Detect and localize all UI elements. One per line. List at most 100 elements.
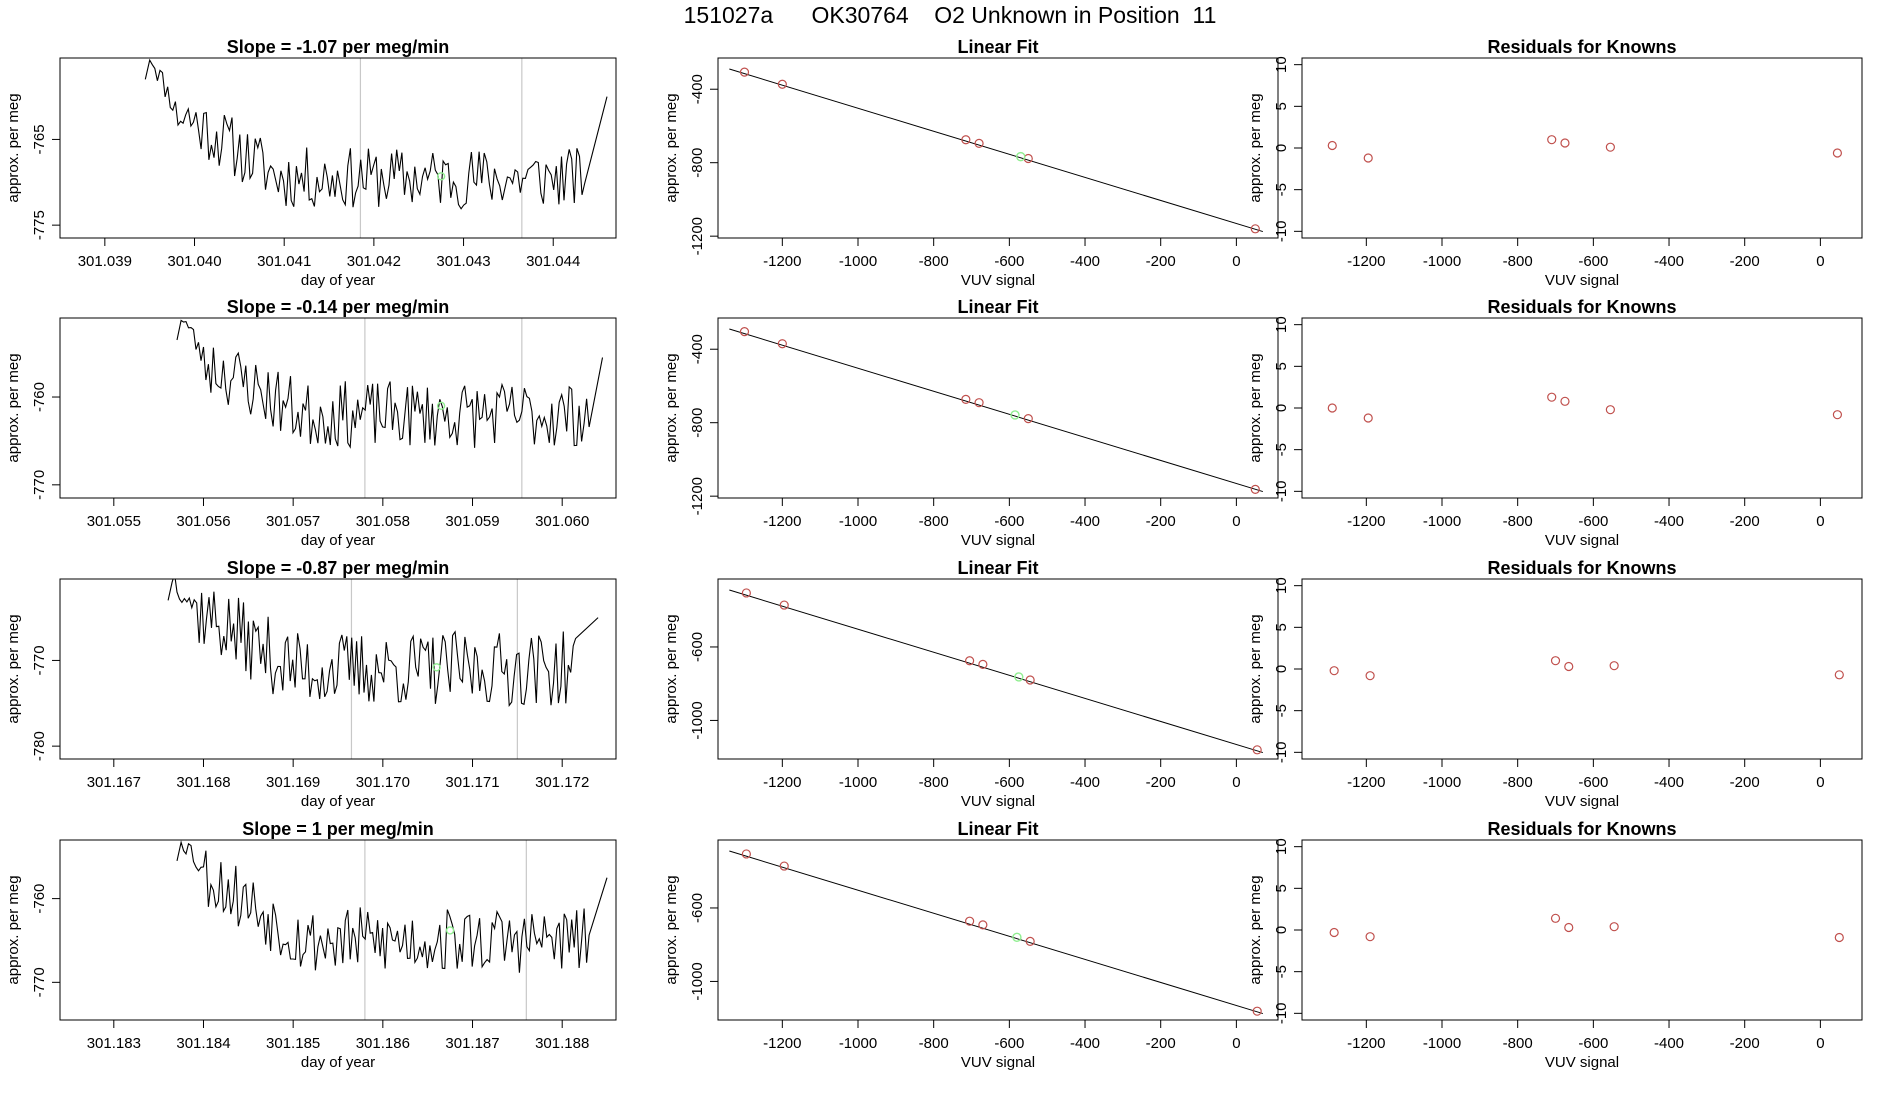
panel-3-1-xlabel: day of year [301,793,375,810]
panel-4-2-known-point-1 [741,849,751,859]
panel-2-1-ylabel: approx. per meg [5,353,22,462]
panel-4-3-ytick-label-4: -5 [1273,965,1290,978]
panel-2-2-ytick-label-2: -800 [689,408,706,438]
panel-3-1-xtick-label-6: 301.172 [535,774,589,791]
panel-1-2-known-point-4 [974,138,984,149]
panel-4-1-title: Slope = 1 per meg/min [242,819,434,839]
panel-3-2-known-point-4 [978,659,988,670]
panel-4-1-xtick-label-6: 301.188 [535,1035,589,1052]
panel-4-2-xlabel: VUV signal [961,1054,1035,1071]
panel-4-3-xtick-label-3: -800 [1503,1035,1533,1052]
panel-2-1-ytick-label-2: -770 [31,470,48,500]
panel-1-2-ylabel: approx. per meg [663,93,680,202]
page-title: 151027a OK30764 O2 Unknown in Position 1… [683,2,1217,28]
panel-2-3-known-point-2 [1363,413,1373,423]
panel-3-3-known-point-4 [1564,661,1574,672]
panel-2-3-ytick-label-4: -5 [1273,443,1290,456]
panel-3-3-frame [1301,578,1863,760]
panel-4-2-title: Linear Fit [957,819,1038,839]
panel-4-3-ylabel: approx. per meg [1247,875,1264,984]
panel-2-3-xtick-label-3: -800 [1503,513,1533,530]
panel-1-1-ytick-label-2: -775 [31,210,48,240]
panel-3-1-ytick-label-2: -780 [31,731,48,761]
panel-4-2-known-point-3 [965,916,975,926]
panel-1-1-ylabel: approx. per meg [5,93,22,202]
panel-1-3-xtick-label-4: -600 [1578,253,1608,270]
panel-1-3-xtick-label-5: -400 [1654,253,1684,270]
panel-4-3-xtick-label-5: -400 [1654,1035,1684,1052]
panel-2-3-ytick-label-2: 5 [1273,362,1290,370]
panel-1-2-xtick-label-2: -1000 [839,253,877,270]
panel-3-3-known-point-6 [1834,670,1844,680]
panel-2-3-title: Residuals for Knowns [1487,297,1676,317]
panel-2-1-ytick-label-1: -760 [31,382,48,412]
panel-4-2-ylabel: approx. per meg [663,875,680,984]
panel-2-2-fit-line [729,328,1264,493]
panel-2-3-ylabel: approx. per meg [1247,353,1264,462]
panel-2-1-data-trace [176,319,604,449]
panel-4-1-ylabel: approx. per meg [5,875,22,984]
panel-3-3-xtick-label-1: -1200 [1347,774,1385,791]
panel-3-3-known-point-2 [1365,671,1375,681]
panel-3-1-ytick-label-1: -770 [31,645,48,675]
panel-1-3-xtick-label-3: -800 [1503,253,1533,270]
panel-1-2-unknown-point [1016,151,1026,162]
panel-2-3-xtick-label-4: -600 [1578,513,1608,530]
panel-4-3-xtick-label-4: -600 [1578,1035,1608,1052]
panel-1-3-ytick-label-3: 0 [1273,144,1290,152]
panel-2-1-xtick-label-5: 301.059 [445,513,499,530]
panel-3-2-ylabel: approx. per meg [663,614,680,723]
panel-2-3-xtick-label-5: -400 [1654,513,1684,530]
panel-3-2-known-point-1 [741,588,751,598]
panel-3-1-unknown-point [432,663,441,672]
panel-4-1-xtick-label-5: 301.187 [445,1035,499,1052]
panel-2-1-frame [59,317,617,499]
panel-1-2-known-point-1 [739,67,750,77]
panel-3-1-xtick-label-5: 301.171 [445,774,499,791]
panel-4-2-xtick-label-6: -200 [1146,1035,1176,1052]
panel-1-3-known-point-5 [1605,142,1615,152]
panel-3-2-ytick-label-1: -600 [689,632,706,662]
panel-1-2-xtick-label-5: -400 [1070,253,1100,270]
panel-4-3-known-point-4 [1564,922,1574,933]
panel-1-3-xtick-label-7: 0 [1816,253,1824,270]
panel-3-2-known-point-6 [1252,745,1262,755]
panel-2-2-xlabel: VUV signal [961,532,1035,549]
panel-2-3-xtick-label-1: -1200 [1347,513,1385,530]
panel-2-2-known-point-1 [739,326,750,337]
panel-1-1-xtick-label-1: 301.039 [78,253,132,270]
panel-2-1-xtick-label-4: 301.058 [356,513,410,530]
panel-1-1-unknown-point [436,172,446,181]
panel-2-1-xtick-label-6: 301.060 [535,513,589,530]
panel-3-3-ytick-label-5: -10 [1273,741,1290,763]
panel-2-3-known-point-3 [1547,392,1557,402]
panel-1-3-known-point-1 [1327,140,1337,151]
panel-2-2-unknown-point [1010,410,1020,420]
panel-2-2-ytick-label-1: -400 [689,334,706,364]
panel-4-2-unknown-point [1012,932,1022,943]
panel-2-2-xtick-label-1: -1200 [763,513,801,530]
panel-3-3-xtick-label-6: -200 [1730,774,1760,791]
panel-3-2-fit-line [729,589,1264,754]
panel-2-2-known-point-5 [1023,414,1033,424]
panel-1-1-xlabel: day of year [301,272,375,289]
panel-2-1-unknown-point [436,401,446,411]
panel-1-2-xtick-label-3: -800 [919,253,949,270]
panel-4-2-xtick-label-3: -800 [919,1035,949,1052]
panel-3-3-known-point-1 [1329,666,1339,676]
panel-1-3-ytick-label-4: -5 [1273,183,1290,196]
panel-3-2-frame [717,578,1279,760]
panel-2-2-known-point-2 [777,339,787,349]
panel-4-3-xtick-label-6: -200 [1730,1035,1760,1052]
panel-4-3-ytick-label-5: -10 [1273,1002,1290,1024]
panel-2-1-title: Slope = -0.14 per meg/min [227,297,450,317]
panel-1-2-xtick-label-7: 0 [1232,253,1240,270]
panel-2-2-ylabel: approx. per meg [663,353,680,462]
panel-3-2-xtick-label-1: -1200 [763,774,801,791]
panel-3-1-xtick-label-2: 301.168 [176,774,230,791]
panel-3-2-known-point-2 [779,600,789,610]
panel-1-3-frame [1301,57,1863,239]
panel-4-3-known-point-6 [1834,932,1844,943]
panel-4-1-xtick-label-2: 301.184 [176,1035,230,1052]
